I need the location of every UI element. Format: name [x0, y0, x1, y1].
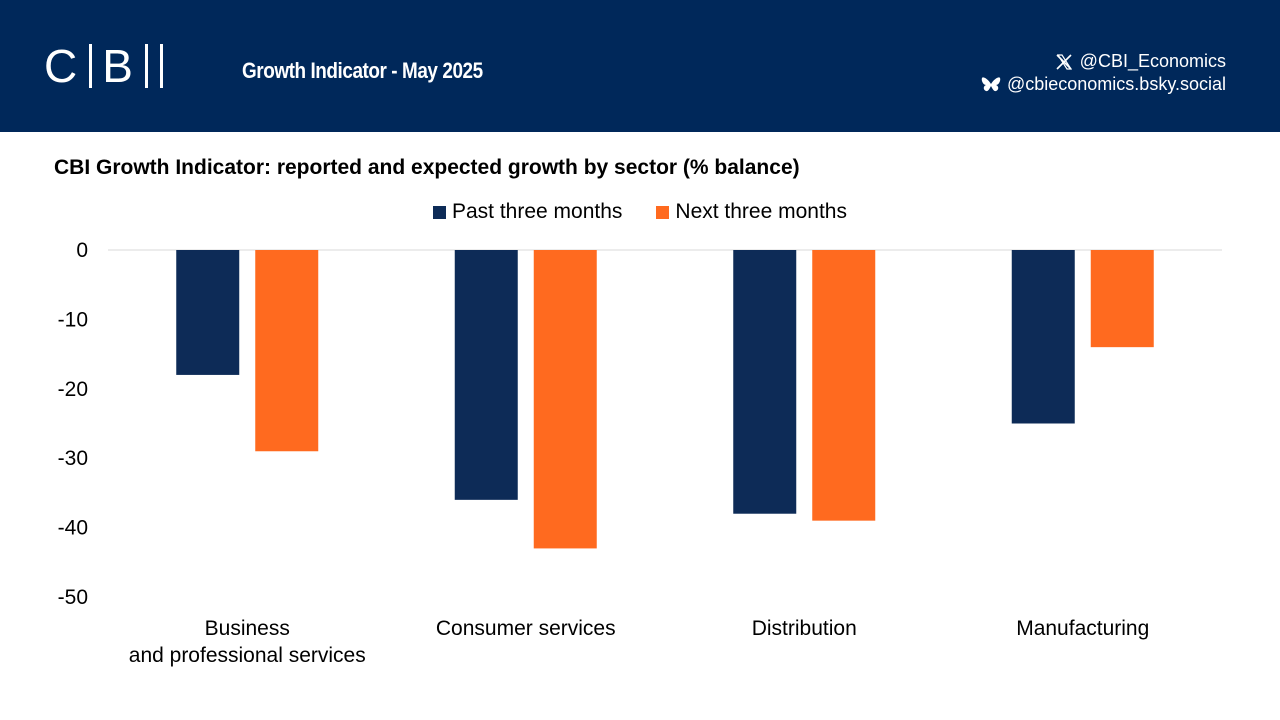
legend-item-next: Next three months [656, 200, 847, 224]
legend-label-next: Next three months [675, 200, 847, 223]
y-tick-label: -20 [58, 378, 88, 401]
chart-legend: Past three months Next three months [0, 200, 1280, 224]
y-tick-label: 0 [76, 239, 88, 262]
legend-label-past: Past three months [451, 200, 623, 223]
legend-item-past: Past three months [432, 200, 623, 224]
legend-swatch-past [432, 205, 446, 219]
y-tick-label: -10 [58, 308, 88, 331]
bar-next-1 [533, 250, 597, 549]
bluesky-handle[interactable]: @cbieconomics.bsky.social [1006, 74, 1226, 94]
legend-swatch-next [656, 205, 670, 219]
bar-past-3 [1011, 250, 1075, 424]
bar-past-0 [176, 250, 240, 375]
social-handles: @CBI_Economics @cbieconomics.bsky.social [981, 50, 1226, 96]
bar-past-2 [733, 250, 797, 514]
bar-next-2 [812, 250, 876, 521]
x-category-label: Distribution [752, 617, 857, 640]
x-handle[interactable]: @CBI_Economics [1079, 51, 1226, 71]
y-tick-label: -30 [58, 447, 88, 470]
bar-next-0 [255, 250, 319, 452]
x-category-label: Consumer services [436, 617, 616, 640]
social-x[interactable]: @CBI_Economics [981, 50, 1226, 73]
report-title: Growth Indicator - May 2025 [242, 58, 483, 83]
bar-next-3 [1090, 250, 1154, 348]
x-category-label: Business and professional services [129, 617, 366, 667]
y-tick-label: -50 [58, 586, 88, 609]
social-bluesky[interactable]: @cbieconomics.bsky.social [981, 73, 1226, 96]
chart-title: CBI Growth Indicator: reported and expec… [54, 156, 800, 179]
bar-past-1 [454, 250, 518, 500]
bluesky-butterfly-icon [981, 75, 1001, 95]
x-category-label: Manufacturing [1016, 617, 1149, 640]
y-tick-label: -40 [58, 517, 88, 540]
x-logo-icon [1054, 52, 1074, 72]
